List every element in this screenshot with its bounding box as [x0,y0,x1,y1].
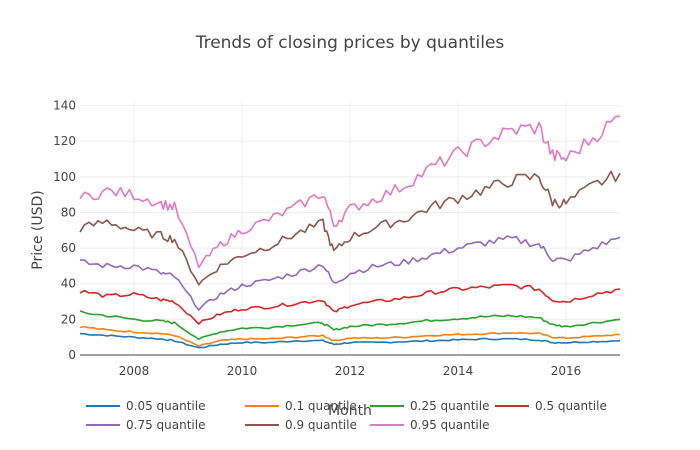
legend-item[interactable]: 0.95 quantile [370,416,489,434]
legend-label: 0.5 quantile [535,399,607,413]
grid-layer [80,102,620,355]
x-tick-label: 2008 [119,364,150,378]
legend-label: 0.9 quantile [285,418,357,432]
y-tick-label: 40 [61,277,76,291]
legend-label: 0.1 quantile [285,399,357,413]
legend-swatch [86,424,120,426]
y-tick-label: 60 [61,241,76,255]
y-tick-label: 140 [53,99,76,113]
legend-item[interactable]: 0.1 quantile [245,397,357,415]
legend-label: 0.25 quantile [410,399,490,413]
x-tick-label: 2010 [227,364,258,378]
series-line-09-quantile [79,170,621,286]
y-tick-label: 100 [53,170,76,184]
x-tick-label: 2012 [335,364,366,378]
legend-label: 0.75 quantile [126,418,206,432]
legend-item[interactable]: 0.25 quantile [370,397,489,415]
y-tick-label: 120 [53,134,76,148]
legend-item[interactable]: 0.9 quantile [245,416,357,434]
y-tick-label: 20 [61,312,76,326]
series-line-01-quantile [79,325,620,347]
series-line-005-quantile [79,332,621,349]
legend-swatch [86,405,120,407]
legend-label: 0.05 quantile [126,399,206,413]
legend-item[interactable]: 0.05 quantile [86,397,205,415]
axis-layer: 0 20 40 60 80 100 120 140 2008 2010 2012 2014 2016 [53,99,620,378]
chart-title: Trends of closing prices by quantiles [195,33,505,53]
series-line-095-quantile [79,115,621,269]
legend-swatch [495,405,529,407]
legend-swatch [370,424,404,426]
series-line-075-quantile [79,235,621,311]
legend-item[interactable]: 0.5 quantile [495,397,607,415]
legend-swatch [245,424,279,426]
y-axis-title: Price (USD) [30,190,46,269]
x-axis-title: Month [328,403,372,419]
series-line-05-quantile [79,283,621,325]
legend-item[interactable]: 0.75 quantile [86,416,205,434]
y-tick-label: 80 [61,205,76,219]
legend-label: 0.95 quantile [410,418,490,432]
series-line-025-quantile [79,310,621,340]
x-tick-label: 2014 [443,364,474,378]
y-tick-label: 0 [68,348,76,362]
series-layer [79,115,621,349]
legend-swatch [370,405,404,407]
x-tick-label: 2016 [551,364,582,378]
legend-swatch [245,405,279,407]
